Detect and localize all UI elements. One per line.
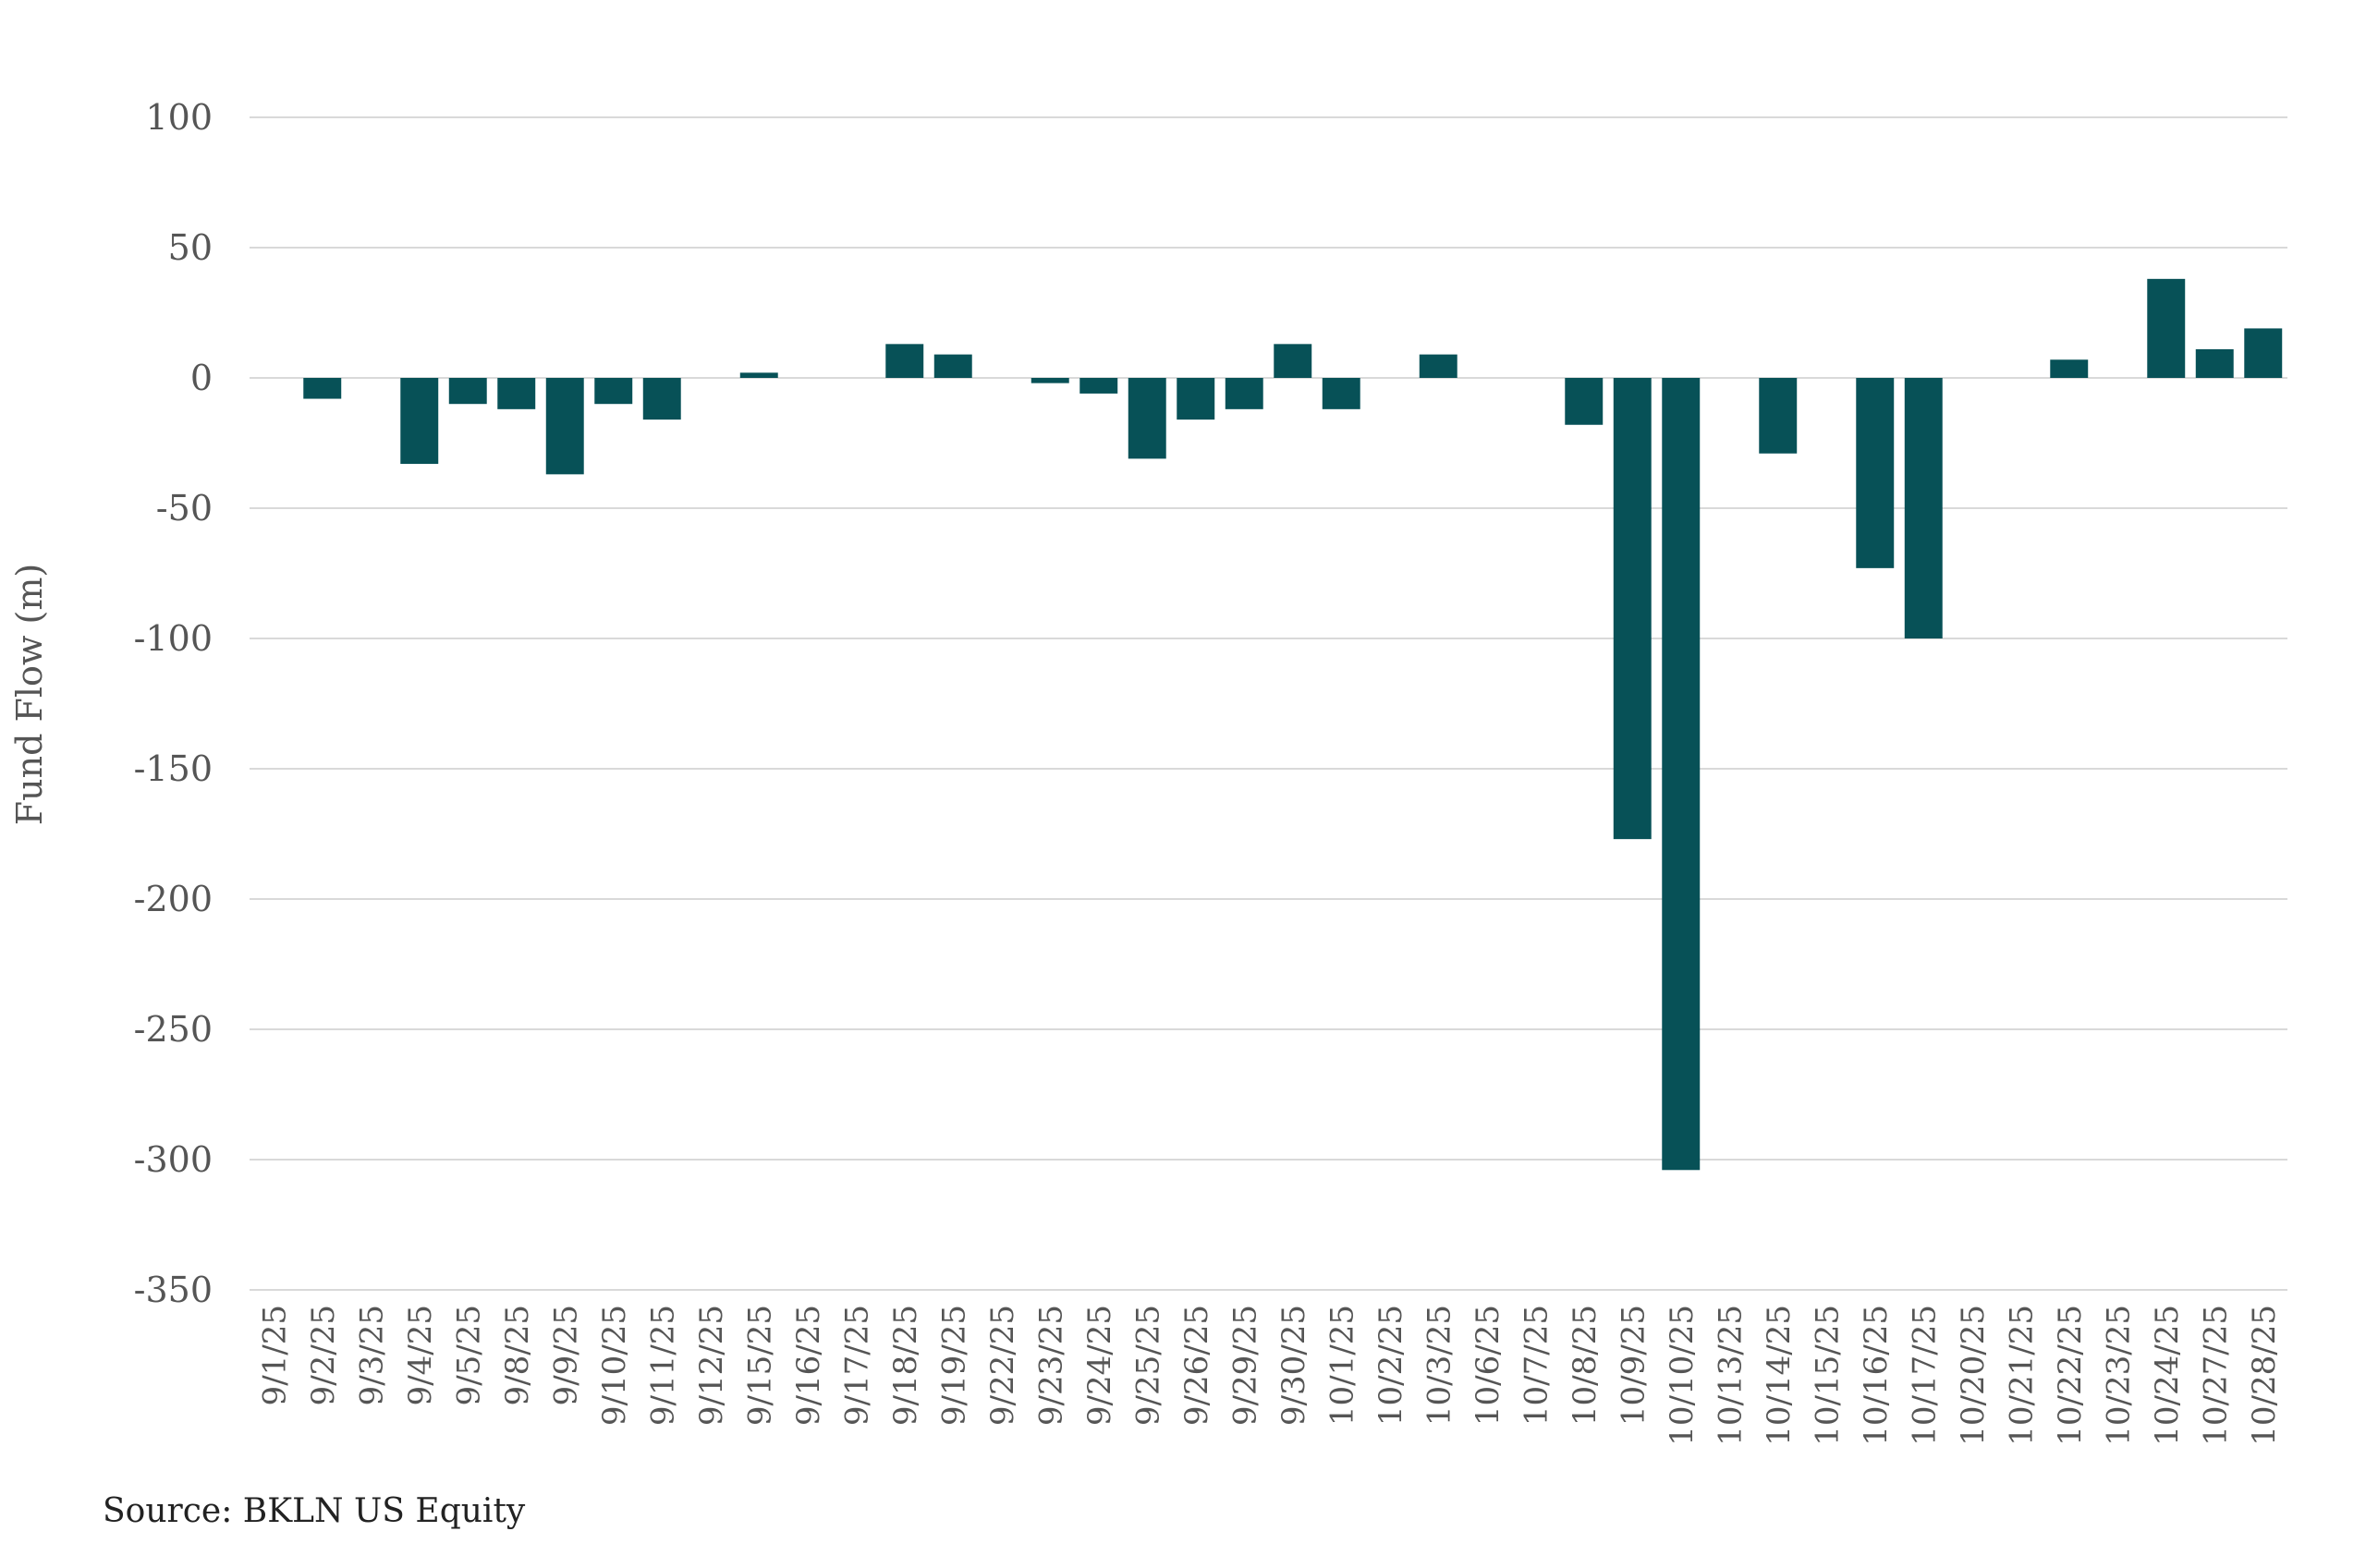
bar [1565, 378, 1604, 425]
y-tick-label: -100 [134, 618, 213, 659]
x-tick-label: 9/19/25 [935, 1305, 972, 1426]
bar [885, 344, 924, 378]
x-tick-label: 10/14/25 [1761, 1305, 1798, 1446]
bar [2050, 359, 2089, 378]
x-tick-label: 9/16/25 [790, 1305, 827, 1426]
x-tick-label: 9/23/25 [1032, 1305, 1069, 1426]
x-tick-label: 10/1/25 [1323, 1305, 1360, 1426]
x-tick-label: 9/24/25 [1081, 1305, 1118, 1426]
x-tick-label: 9/4/25 [402, 1305, 439, 1405]
x-tick-label: 10/15/25 [1809, 1305, 1846, 1446]
gridlines [250, 116, 2287, 1291]
x-tick-label: 9/26/25 [1178, 1305, 1215, 1426]
bar [1274, 344, 1312, 378]
bar [594, 378, 633, 405]
x-axis-ticks: 9/1/25 9/2/25 9/3/25 9/4/25 9/5/25 9/8/25 9/9/… [256, 1305, 2283, 1446]
bar [1177, 378, 1215, 420]
bar [2244, 328, 2283, 378]
x-tick-label: 10/8/25 [1567, 1305, 1604, 1426]
x-tick-label: 9/10/25 [596, 1305, 633, 1426]
x-tick-label: 10/24/25 [2149, 1305, 2186, 1446]
x-tick-label: 9/3/25 [353, 1305, 390, 1405]
x-tick-label: 9/12/25 [693, 1305, 730, 1426]
bar [2147, 278, 2186, 378]
y-tick-label: -150 [134, 748, 213, 789]
y-tick-label: -350 [134, 1270, 213, 1310]
x-tick-label: 10/28/25 [2246, 1305, 2283, 1446]
y-tick-label: 0 [190, 358, 213, 398]
bar [1904, 378, 1943, 638]
x-tick-label: 9/18/25 [887, 1305, 924, 1426]
bar [400, 378, 439, 465]
x-tick-label: 9/2/25 [305, 1305, 342, 1405]
y-tick-label: -300 [134, 1139, 213, 1180]
bar [1031, 378, 1069, 383]
x-tick-label: 10/17/25 [1906, 1305, 1943, 1446]
bar [1079, 378, 1118, 394]
x-tick-label: 10/21/25 [2003, 1305, 2040, 1446]
y-tick-label: -50 [156, 488, 213, 529]
x-tick-label: 9/9/25 [547, 1305, 584, 1405]
y-axis-ticks: 100 50 0 -50 -100 -150 -200 -250 -300 -350 [134, 97, 213, 1310]
bar [448, 378, 487, 405]
bar [2195, 348, 2234, 378]
x-tick-label: 10/6/25 [1470, 1305, 1506, 1426]
y-tick-label: -200 [134, 879, 213, 919]
bar [642, 378, 681, 420]
bar [497, 378, 536, 409]
y-tick-label: 100 [145, 97, 213, 138]
y-axis-title: Fund Flow (m) [9, 564, 50, 825]
x-tick-label: 9/22/25 [984, 1305, 1021, 1426]
source-note: Source: BKLN US Equity [103, 1492, 526, 1530]
bar [545, 378, 584, 475]
x-tick-label: 9/1/25 [256, 1305, 293, 1405]
x-tick-label: 10/23/25 [2100, 1305, 2137, 1446]
x-tick-label: 10/10/25 [1664, 1305, 1701, 1446]
x-tick-label: 9/15/25 [741, 1305, 778, 1426]
x-tick-label: 10/3/25 [1421, 1305, 1457, 1426]
x-tick-label: 10/2/25 [1372, 1305, 1409, 1426]
x-tick-label: 10/20/25 [1955, 1305, 1992, 1446]
x-tick-label: 9/30/25 [1275, 1305, 1312, 1426]
x-tick-label: 9/17/25 [838, 1305, 875, 1426]
bar [1613, 378, 1652, 840]
y-tick-label: 50 [168, 227, 213, 268]
x-tick-label: 9/29/25 [1226, 1305, 1263, 1426]
x-tick-label: 10/16/25 [1858, 1305, 1895, 1446]
x-tick-label: 10/9/25 [1615, 1305, 1652, 1426]
x-tick-label: 9/11/25 [644, 1305, 681, 1426]
x-tick-label: 10/7/25 [1518, 1305, 1555, 1426]
x-tick-label: 10/22/25 [2052, 1305, 2089, 1446]
x-tick-label: 10/27/25 [2197, 1305, 2234, 1446]
bar [1322, 378, 1360, 409]
x-tick-label: 9/5/25 [450, 1305, 487, 1405]
bar [1225, 378, 1263, 409]
bar [1662, 378, 1701, 1171]
bar [739, 372, 778, 378]
x-tick-label: 9/8/25 [499, 1305, 536, 1405]
x-tick-label: 10/13/25 [1712, 1305, 1749, 1446]
bar [1419, 354, 1457, 378]
y-tick-label: -250 [134, 1009, 213, 1050]
bar [1759, 378, 1798, 454]
bar [1856, 378, 1895, 568]
bar [303, 378, 342, 399]
bar [1128, 378, 1166, 459]
bar [933, 354, 972, 378]
bars [303, 278, 2283, 1171]
x-tick-label: 9/25/25 [1129, 1305, 1166, 1426]
